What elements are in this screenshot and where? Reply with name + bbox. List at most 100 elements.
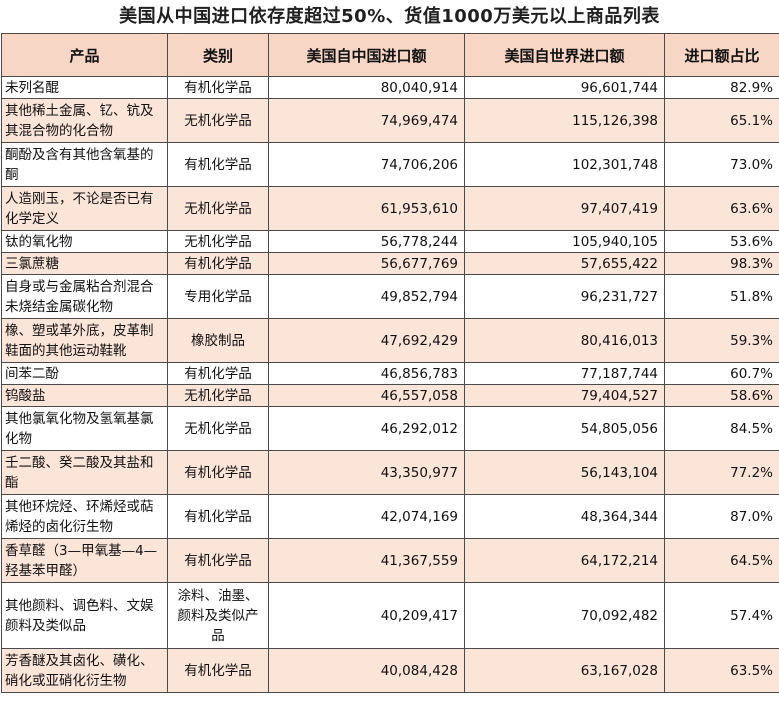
column-header-share[interactable]: 进口额占比 xyxy=(664,33,779,77)
cell-china-imports: 41,367,559 xyxy=(268,538,465,583)
cell-world-imports: 63,167,028 xyxy=(464,648,665,693)
cell-share: 53.6% xyxy=(664,230,779,253)
cell-world-imports: 79,404,527 xyxy=(464,384,665,407)
cell-world-imports: 57,655,422 xyxy=(464,252,665,275)
cell-product: 橡、塑或革外底，皮革制鞋面的其他运动鞋靴 xyxy=(1,318,168,363)
cell-share: 98.3% xyxy=(664,252,779,275)
cell-product: 三氯蔗糖 xyxy=(1,252,168,275)
cell-share: 84.5% xyxy=(664,406,779,451)
cell-product: 其他环烷烃、环烯烃或萜烯烃的卤化衍生物 xyxy=(1,494,168,539)
table-row: 间苯二酚 有机化学品 46,856,783 77,187,744 60.7% xyxy=(1,362,779,385)
cell-category: 有机化学品 xyxy=(167,252,269,275)
table-row: 其他颜料、调色料、文娱颜料及类似品 涂料、油墨、颜料及类似产品 40,209,417… xyxy=(1,582,779,649)
cell-share: 63.5% xyxy=(664,648,779,693)
cell-category: 无机化学品 xyxy=(167,406,269,451)
cell-china-imports: 46,557,058 xyxy=(268,384,465,407)
column-header-world-imports[interactable]: 美国自世界进口额 xyxy=(464,33,665,77)
cell-category: 有机化学品 xyxy=(167,538,269,583)
cell-category: 无机化学品 xyxy=(167,98,269,143)
table-row: 香草醛（3—甲氧基—4—羟基苯甲醛） 有机化学品 41,367,559 64,172,… xyxy=(1,538,779,583)
column-header-product[interactable]: 产品 xyxy=(1,33,168,77)
table-row: 酮酚及含有其他含氧基的酮 有机化学品 74,706,206 102,301,748 73… xyxy=(1,142,779,187)
cell-world-imports: 115,126,398 xyxy=(464,98,665,143)
cell-category: 有机化学品 xyxy=(167,142,269,187)
cell-china-imports: 74,969,474 xyxy=(268,98,465,143)
cell-category: 有机化学品 xyxy=(167,494,269,539)
table-row: 自身或与金属粘合剂混合未烧结金属碳化物 专用化学品 49,852,794 96,231… xyxy=(1,274,779,319)
cell-china-imports: 40,209,417 xyxy=(268,582,465,649)
table-row: 钨酸盐 无机化学品 46,557,058 79,404,527 58.6% xyxy=(1,384,779,407)
cell-share: 73.0% xyxy=(664,142,779,187)
cell-world-imports: 77,187,744 xyxy=(464,362,665,385)
cell-share: 59.3% xyxy=(664,318,779,363)
cell-world-imports: 70,092,482 xyxy=(464,582,665,649)
cell-product: 自身或与金属粘合剂混合未烧结金属碳化物 xyxy=(1,274,168,319)
cell-china-imports: 40,084,428 xyxy=(268,648,465,693)
cell-china-imports: 46,856,783 xyxy=(268,362,465,385)
cell-china-imports: 49,852,794 xyxy=(268,274,465,319)
table-row: 未列名醌 有机化学品 80,040,914 96,601,744 82.9% xyxy=(1,76,779,99)
cell-share: 65.1% xyxy=(664,98,779,143)
cell-category: 无机化学品 xyxy=(167,230,269,253)
cell-world-imports: 96,601,744 xyxy=(464,76,665,99)
cell-world-imports: 105,940,105 xyxy=(464,230,665,253)
cell-share: 77.2% xyxy=(664,450,779,495)
column-header-china-imports[interactable]: 美国自中国进口额 xyxy=(268,33,465,77)
table-row: 人造刚玉，不论是否已有化学定义 无机化学品 61,953,610 97,407,419… xyxy=(1,186,779,231)
cell-share: 87.0% xyxy=(664,494,779,539)
cell-share: 60.7% xyxy=(664,362,779,385)
cell-category: 有机化学品 xyxy=(167,76,269,99)
table-row: 其他氯氧化物及氢氧基氯化物 无机化学品 46,292,012 54,805,056 84… xyxy=(1,406,779,451)
cell-world-imports: 64,172,214 xyxy=(464,538,665,583)
column-header-category[interactable]: 类别 xyxy=(167,33,269,77)
cell-category: 无机化学品 xyxy=(167,186,269,231)
cell-share: 82.9% xyxy=(664,76,779,99)
cell-product: 其他稀土金属、钇、钪及其混合物的化合物 xyxy=(1,98,168,143)
cell-china-imports: 61,953,610 xyxy=(268,186,465,231)
cell-share: 64.5% xyxy=(664,538,779,583)
cell-china-imports: 74,706,206 xyxy=(268,142,465,187)
cell-world-imports: 56,143,104 xyxy=(464,450,665,495)
table-row: 橡、塑或革外底，皮革制鞋面的其他运动鞋靴 橡胶制品 47,692,429 80,416… xyxy=(1,318,779,363)
cell-world-imports: 97,407,419 xyxy=(464,186,665,231)
table-header-row: 产品 类别 美国自中国进口额 美国自世界进口额 进口额占比 xyxy=(1,33,779,77)
cell-china-imports: 80,040,914 xyxy=(268,76,465,99)
table-row: 其他环烷烃、环烯烃或萜烯烃的卤化衍生物 有机化学品 42,074,169 48,364… xyxy=(1,494,779,539)
table-row: 钛的氧化物 无机化学品 56,778,244 105,940,105 53.6% xyxy=(1,230,779,253)
cell-category: 涂料、油墨、颜料及类似产品 xyxy=(167,582,269,649)
cell-china-imports: 42,074,169 xyxy=(268,494,465,539)
table-row: 壬二酸、癸二酸及其盐和酯 有机化学品 43,350,977 56,143,104 77.… xyxy=(1,450,779,495)
cell-world-imports: 102,301,748 xyxy=(464,142,665,187)
cell-china-imports: 43,350,977 xyxy=(268,450,465,495)
cell-china-imports: 46,292,012 xyxy=(268,406,465,451)
table-row: 三氯蔗糖 有机化学品 56,677,769 57,655,422 98.3% xyxy=(1,252,779,275)
cell-world-imports: 48,364,344 xyxy=(464,494,665,539)
cell-product: 芳香醚及其卤化、磺化、硝化或亚硝化衍生物 xyxy=(1,648,168,693)
cell-product: 壬二酸、癸二酸及其盐和酯 xyxy=(1,450,168,495)
cell-product: 其他颜料、调色料、文娱颜料及类似品 xyxy=(1,582,168,649)
cell-category: 专用化学品 xyxy=(167,274,269,319)
cell-product: 间苯二酚 xyxy=(1,362,168,385)
cell-product: 钨酸盐 xyxy=(1,384,168,407)
cell-product: 未列名醌 xyxy=(1,76,168,99)
cell-share: 58.6% xyxy=(664,384,779,407)
cell-product: 人造刚玉，不论是否已有化学定义 xyxy=(1,186,168,231)
cell-category: 有机化学品 xyxy=(167,362,269,385)
cell-china-imports: 47,692,429 xyxy=(268,318,465,363)
cell-category: 有机化学品 xyxy=(167,648,269,693)
table-row: 芳香醚及其卤化、磺化、硝化或亚硝化衍生物 有机化学品 40,084,428 63,16… xyxy=(1,648,779,693)
cell-product: 其他氯氧化物及氢氧基氯化物 xyxy=(1,406,168,451)
cell-product: 酮酚及含有其他含氧基的酮 xyxy=(1,142,168,187)
cell-category: 无机化学品 xyxy=(167,384,269,407)
cell-category: 有机化学品 xyxy=(167,450,269,495)
cell-share: 57.4% xyxy=(664,582,779,649)
commodity-table: 产品 类别 美国自中国进口额 美国自世界进口额 进口额占比 未列名醌 有机化学品 8… xyxy=(1,33,779,693)
cell-world-imports: 80,416,013 xyxy=(464,318,665,363)
cell-share: 51.8% xyxy=(664,274,779,319)
cell-product: 香草醛（3—甲氧基—4—羟基苯甲醛） xyxy=(1,538,168,583)
table-row: 其他稀土金属、钇、钪及其混合物的化合物 无机化学品 74,969,474 115,12… xyxy=(1,98,779,143)
cell-china-imports: 56,677,769 xyxy=(268,252,465,275)
cell-category: 橡胶制品 xyxy=(167,318,269,363)
cell-share: 63.6% xyxy=(664,186,779,231)
cell-world-imports: 54,805,056 xyxy=(464,406,665,451)
